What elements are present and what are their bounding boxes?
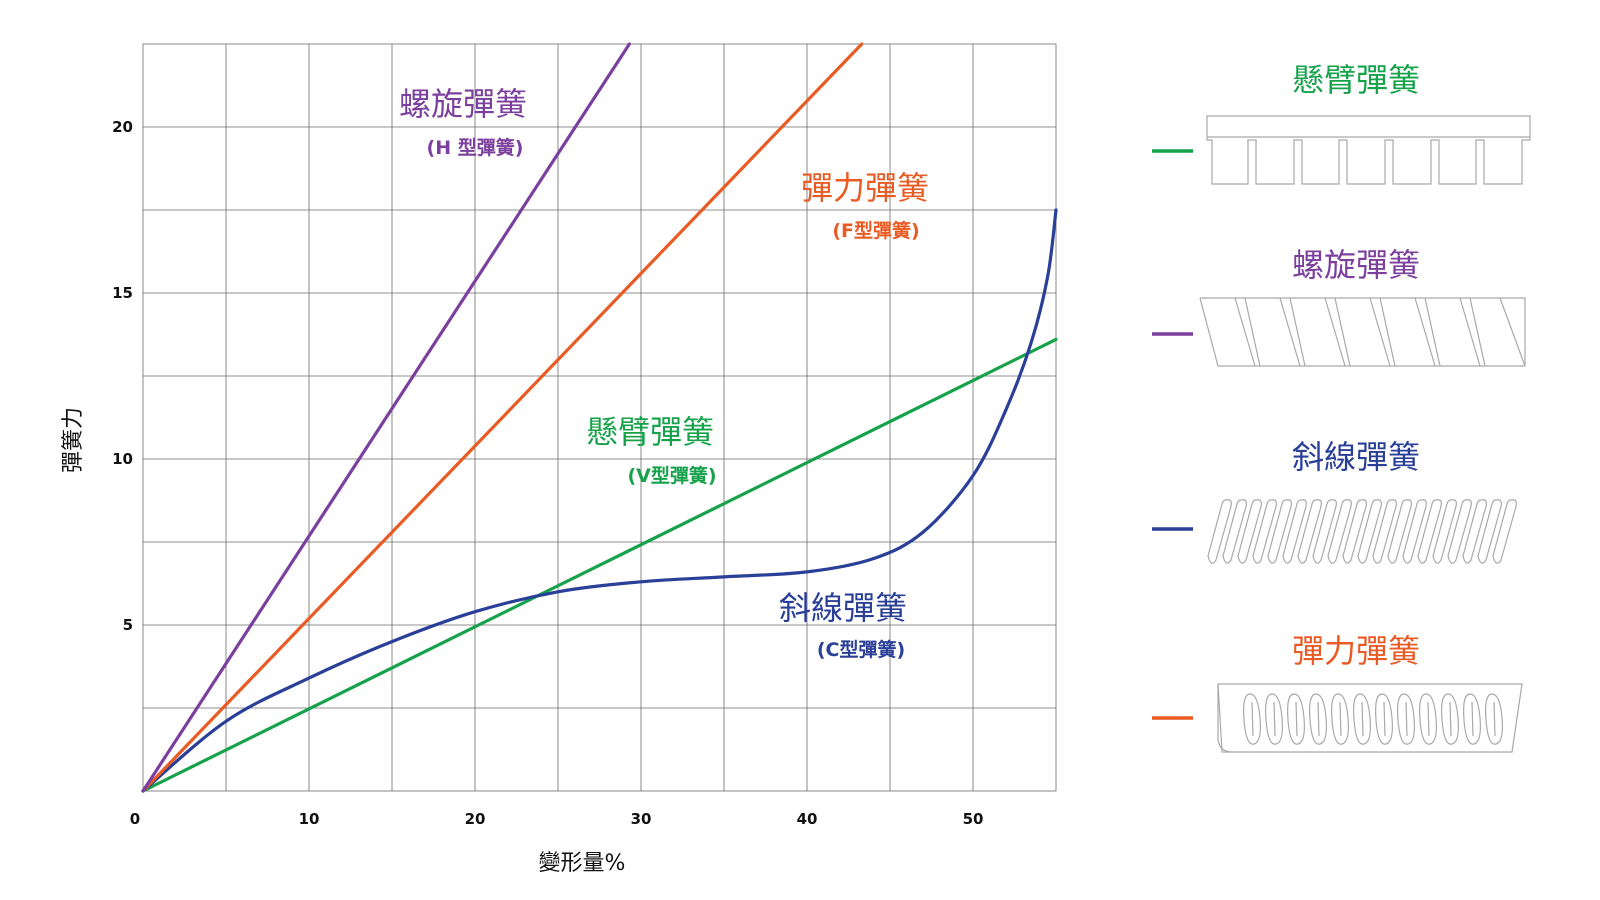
x-tick-label: 20: [465, 810, 486, 828]
x-tick-label: 50: [963, 810, 984, 828]
x-tick-label: 30: [631, 810, 652, 828]
series-line-1: [141, 42, 864, 793]
y-tick-label: 5: [123, 616, 133, 634]
series-line-2: [141, 337, 1058, 793]
legend-label-canted: 斜線彈簧: [1292, 438, 1420, 476]
series-line-0: [141, 42, 631, 793]
y-tick-label: 20: [112, 118, 133, 136]
annotation-elastic-subtitle: (F型彈簧): [832, 219, 919, 242]
legend-label-helical: 螺旋彈簧: [1292, 246, 1420, 284]
x-axis-title: 變形量%: [539, 851, 626, 876]
y-tick-label: 15: [112, 284, 133, 302]
annotation-canted-title: 斜線彈簧: [779, 589, 907, 627]
x-tick-label: 10: [299, 810, 320, 828]
annotation-cantilever-title: 懸臂彈簧: [586, 413, 714, 451]
helical-spring-icon: [1199, 297, 1526, 367]
elastic-spring-icon: [1217, 683, 1523, 753]
tick-labels: 0 10 20 30 40 50 5 10 15 20: [112, 118, 983, 828]
x-tick-label: 40: [797, 810, 818, 828]
annotation-elastic-title: 彈力彈簧: [801, 169, 929, 207]
legend-label-elastic: 彈力彈簧: [1292, 632, 1420, 670]
legend: 懸臂彈簧 螺旋彈簧 斜線彈簧 彈力彈簧: [1152, 61, 1531, 753]
annotation-cantilever-subtitle: (V型彈簧): [627, 464, 716, 487]
series-lines: [141, 42, 1058, 793]
grid: [143, 44, 1056, 791]
annotation-canted-subtitle: (C型彈簧): [817, 638, 905, 661]
x-tick-label: 0: [130, 810, 140, 828]
y-tick-label: 10: [112, 450, 133, 468]
cantilever-spring-icon: [1206, 115, 1531, 185]
canted-coil-spring-icon: [1207, 499, 1517, 564]
series-line-3: [141, 208, 1058, 793]
legend-label-cantilever: 懸臂彈簧: [1292, 61, 1420, 99]
annotation-helical-subtitle: (H 型彈簧): [427, 136, 524, 159]
plot-frame: [142, 43, 1057, 792]
y-axis-title: 彈簧力: [61, 407, 86, 473]
annotation-helical-title: 螺旋彈簧: [399, 85, 527, 123]
